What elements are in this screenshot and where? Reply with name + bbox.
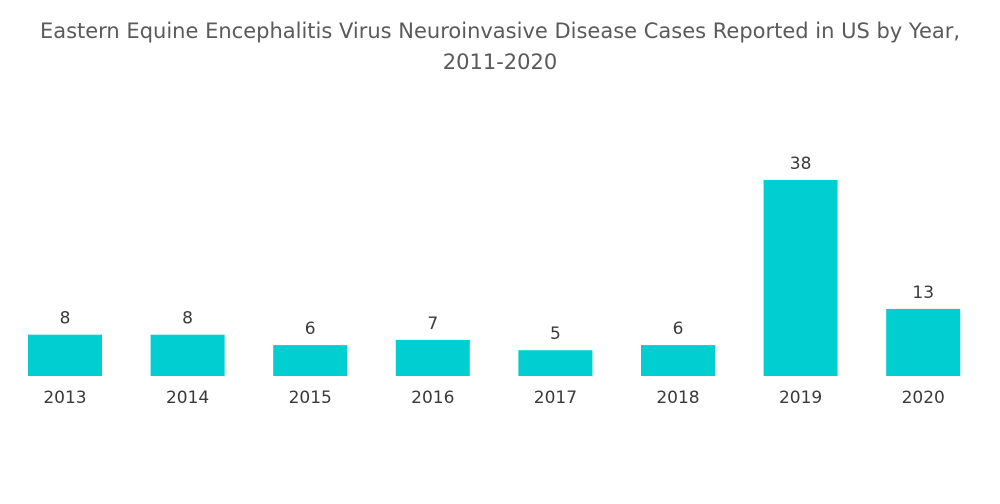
chart-title-line-1: Eastern Equine Encephalitis Virus Neuroi… bbox=[39, 19, 961, 43]
bar-2014 bbox=[150, 334, 225, 376]
x-tick-label-2018: 2018 bbox=[656, 388, 699, 408]
x-tick-label-2014: 2014 bbox=[166, 388, 209, 408]
value-label-2017: 5 bbox=[550, 324, 561, 344]
x-axis-tick-labels: 2013 2014 2015 2016 2017 2018 2019 2020 bbox=[43, 388, 944, 408]
bars-layer bbox=[28, 180, 961, 376]
x-tick-label-2019: 2019 bbox=[779, 388, 822, 408]
bar-2013 bbox=[28, 334, 102, 376]
x-tick-label-2013: 2013 bbox=[43, 388, 86, 408]
value-label-2015: 6 bbox=[305, 319, 316, 339]
bar-2020 bbox=[886, 308, 961, 376]
value-label-2019: 38 bbox=[790, 154, 812, 174]
bar-2016 bbox=[395, 339, 470, 376]
value-label-2020: 13 bbox=[912, 283, 934, 303]
value-label-2018: 6 bbox=[673, 319, 684, 339]
value-label-2013: 8 bbox=[60, 309, 71, 329]
value-labels-layer: 8 8 6 7 5 6 38 13 bbox=[60, 154, 934, 344]
x-tick-label-2015: 2015 bbox=[289, 388, 332, 408]
chart-title: Eastern Equine Encephalitis Virus Neuroi… bbox=[0, 16, 1000, 78]
bar-2019 bbox=[763, 180, 838, 376]
bar-2018 bbox=[641, 345, 715, 376]
x-tick-label-2016: 2016 bbox=[411, 388, 454, 408]
x-tick-label-2017: 2017 bbox=[534, 388, 577, 408]
x-tick-label-2020: 2020 bbox=[902, 388, 945, 408]
value-label-2016: 7 bbox=[427, 314, 438, 334]
bar-2015 bbox=[273, 345, 348, 376]
value-label-2014: 8 bbox=[182, 309, 193, 329]
bar-2017 bbox=[518, 350, 593, 376]
chart-title-line-2: 2011-2020 bbox=[442, 50, 558, 74]
